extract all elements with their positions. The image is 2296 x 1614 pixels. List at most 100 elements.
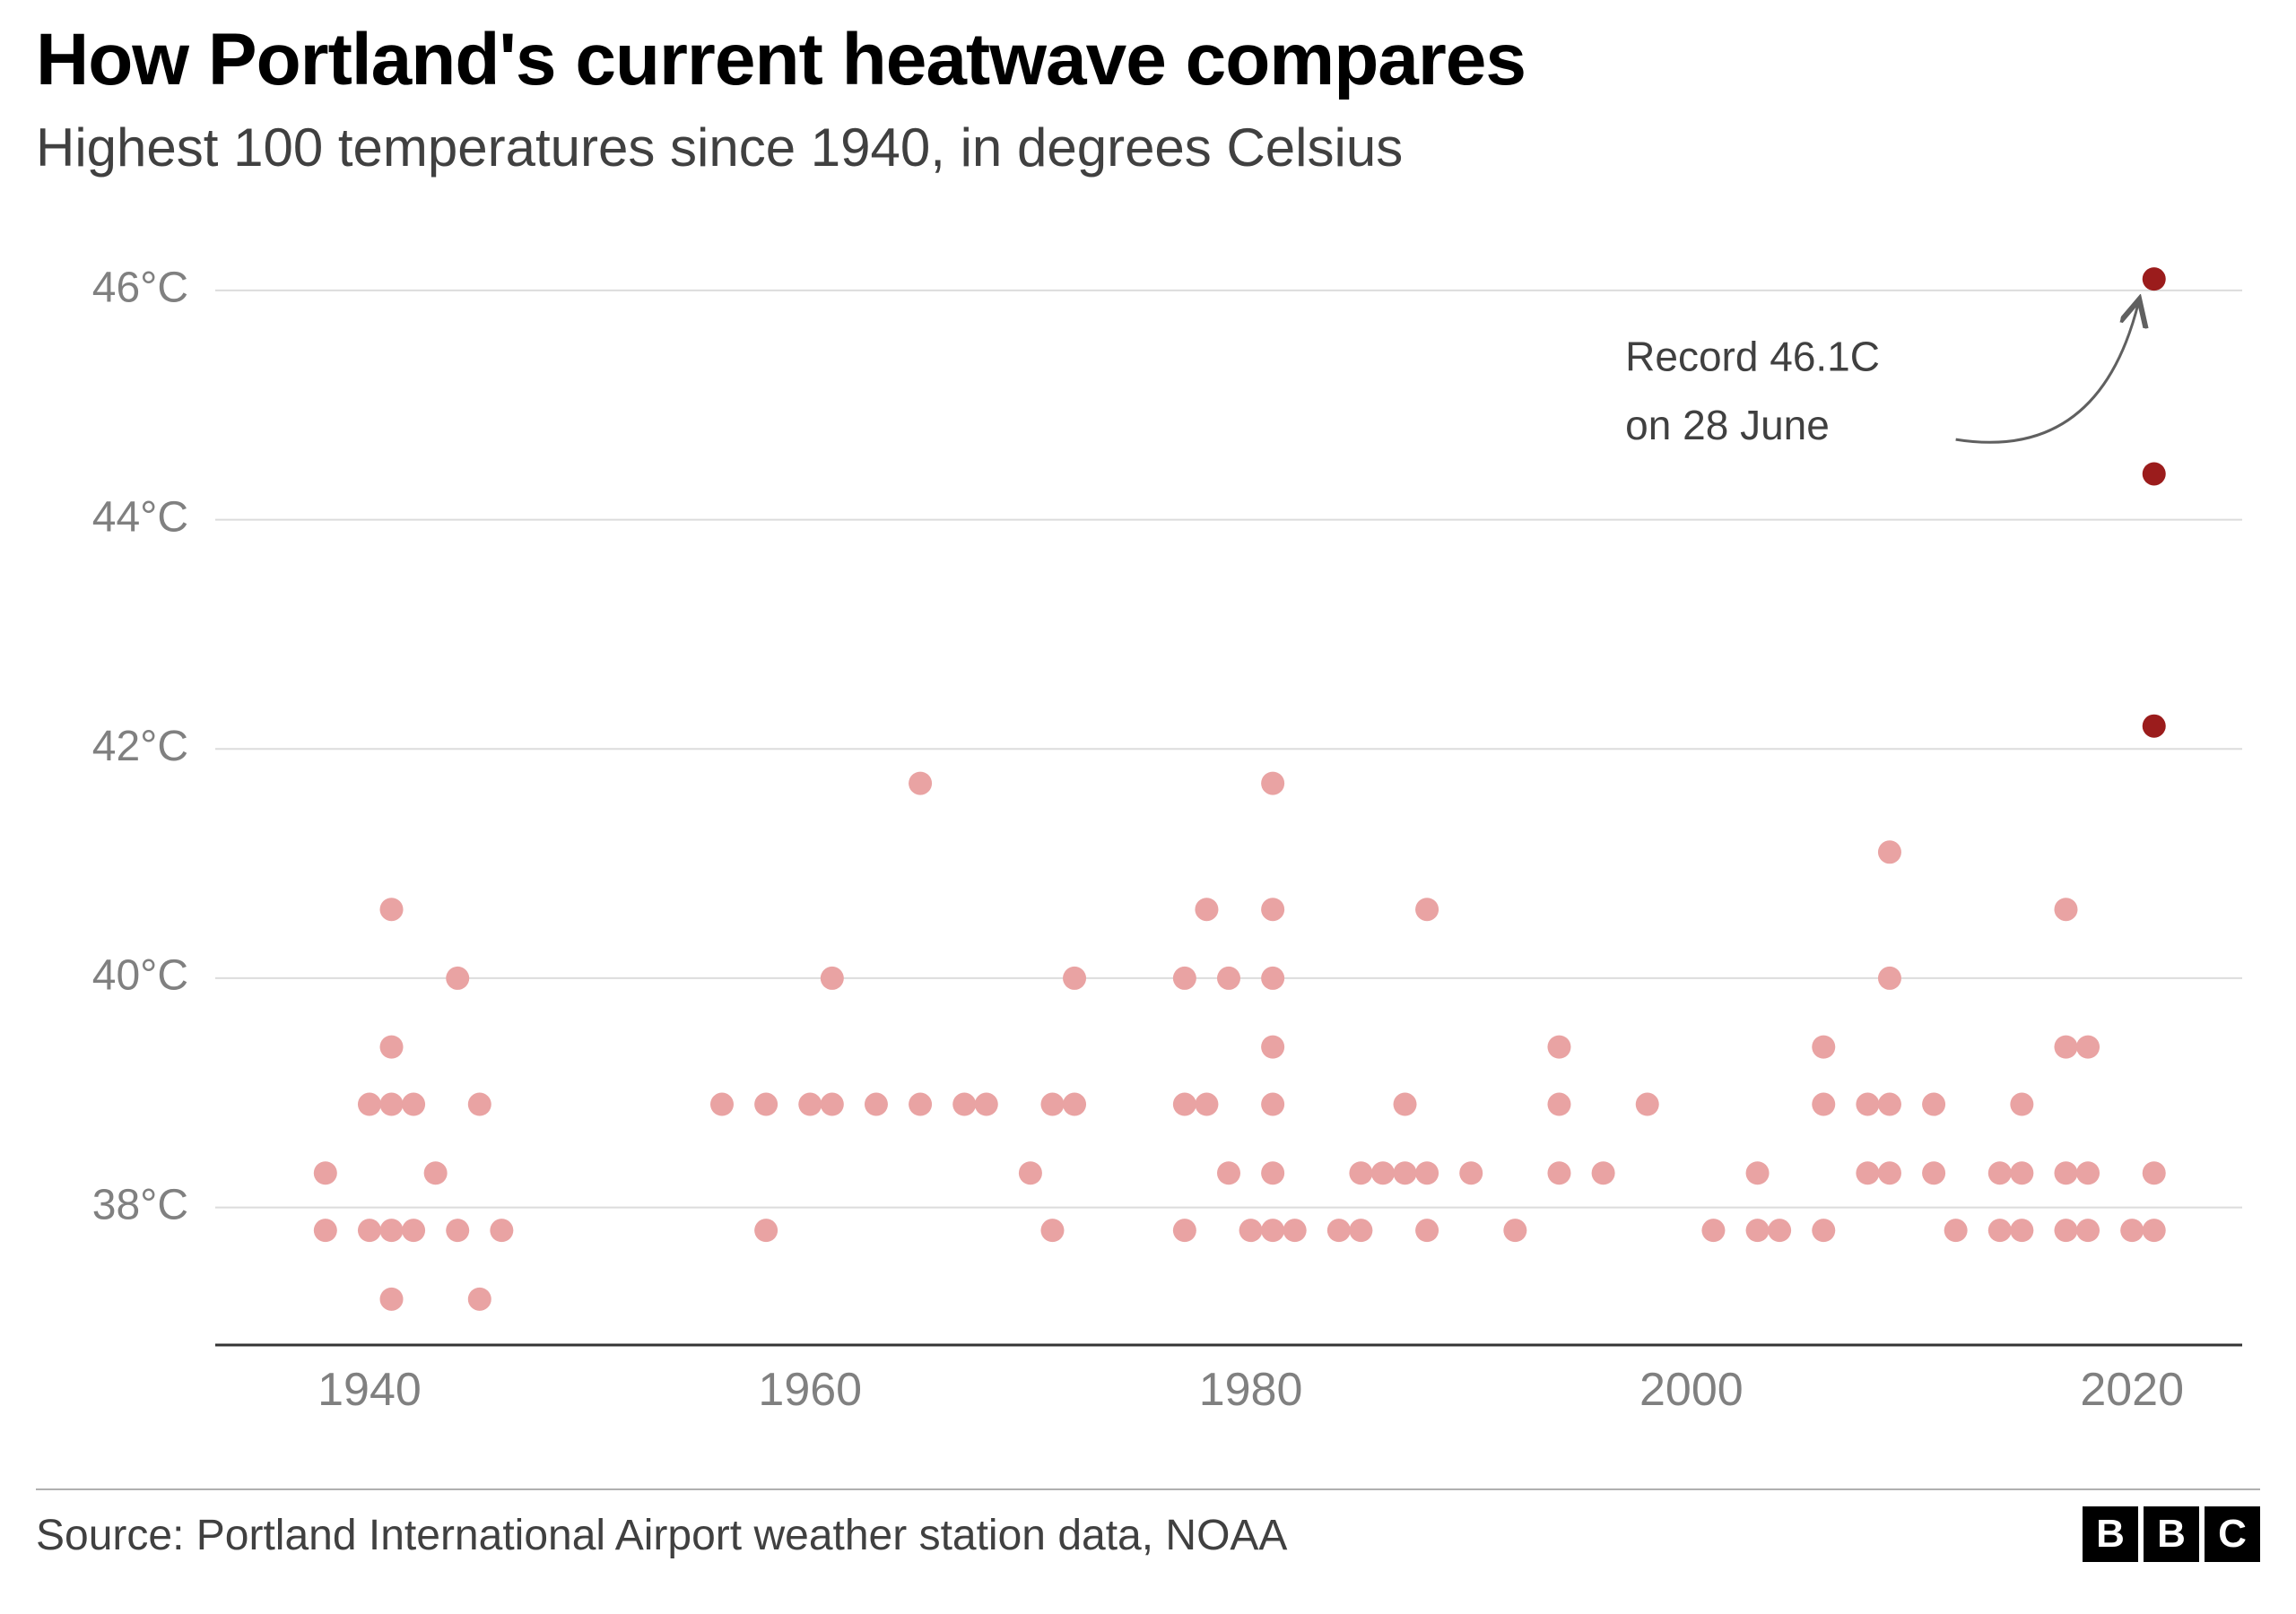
data-point (1394, 1093, 1417, 1116)
data-point (446, 1219, 469, 1242)
annotation-text: Record 46.1C (1625, 333, 1880, 379)
data-point (1988, 1161, 2012, 1184)
data-point (1812, 1036, 1835, 1059)
data-point (821, 967, 844, 990)
data-point (1701, 1219, 1725, 1242)
data-point (1944, 1219, 1968, 1242)
data-point (2076, 1036, 2100, 1059)
data-point (821, 1093, 844, 1116)
scatter-chart-svg: 38°C40°C42°C44°C46°C19401960198020002020… (36, 215, 2260, 1453)
data-point (1261, 1093, 1284, 1116)
data-point (1878, 1093, 1901, 1116)
data-point (1547, 1036, 1570, 1059)
data-point (1195, 898, 1218, 921)
bbc-logo: B B C (2083, 1506, 2260, 1562)
data-point (1547, 1093, 1570, 1116)
data-point (1812, 1219, 1835, 1242)
data-point (1856, 1093, 1879, 1116)
data-point (1988, 1219, 2012, 1242)
data-point (1040, 1093, 1064, 1116)
data-point (1922, 1161, 1945, 1184)
data-point (1261, 1036, 1284, 1059)
data-point (468, 1093, 491, 1116)
data-point (1019, 1161, 1042, 1184)
chart-plot-area: 38°C40°C42°C44°C46°C19401960198020002020… (36, 215, 2260, 1453)
x-axis-label: 1960 (758, 1364, 862, 1416)
data-point (2054, 898, 2077, 921)
data-point (380, 898, 404, 921)
data-point (710, 1093, 734, 1116)
data-point (2076, 1161, 2100, 1184)
data-point (1746, 1161, 1770, 1184)
source-text: Source: Portland International Airport w… (36, 1511, 1287, 1560)
data-point (1349, 1219, 1372, 1242)
data-point (1040, 1219, 1064, 1242)
data-point (1636, 1093, 1659, 1116)
chart-subtitle: Highest 100 temperatures since 1940, in … (36, 117, 1403, 178)
data-point (1261, 772, 1284, 795)
data-point (446, 967, 469, 990)
data-point (1327, 1219, 1351, 1242)
annotation-arrow (1956, 302, 2139, 443)
data-point (1415, 1219, 1439, 1242)
data-point (468, 1288, 491, 1311)
data-point (424, 1161, 448, 1184)
footer-divider (36, 1488, 2260, 1490)
y-axis-label: 42°C (92, 723, 188, 770)
data-point (314, 1161, 337, 1184)
data-point (909, 1093, 932, 1116)
bbc-logo-letter: B (2144, 1506, 2199, 1562)
data-point (1261, 898, 1284, 921)
data-point (1459, 1161, 1483, 1184)
highlight-point (2143, 462, 2166, 485)
data-point (952, 1093, 976, 1116)
data-point (2010, 1219, 2033, 1242)
x-axis-label: 1940 (317, 1364, 422, 1416)
data-point (2010, 1093, 2033, 1116)
data-point (358, 1093, 381, 1116)
data-point (1173, 1093, 1196, 1116)
data-point (1592, 1161, 1615, 1184)
data-point (2010, 1161, 2033, 1184)
data-point (402, 1219, 425, 1242)
data-point (2143, 1219, 2166, 1242)
annotation-text: on 28 June (1625, 402, 1830, 448)
data-point (380, 1036, 404, 1059)
data-point (1217, 967, 1240, 990)
x-axis-label: 1980 (1199, 1364, 1303, 1416)
data-point (865, 1093, 888, 1116)
y-axis-label: 38°C (92, 1181, 188, 1228)
data-point (1812, 1093, 1835, 1116)
data-point (2054, 1036, 2077, 1059)
data-point (1195, 1093, 1218, 1116)
data-point (1394, 1161, 1417, 1184)
data-point (975, 1093, 998, 1116)
data-point (1261, 1161, 1284, 1184)
data-point (1173, 967, 1196, 990)
data-point (1239, 1219, 1263, 1242)
data-point (754, 1093, 778, 1116)
y-axis-label: 40°C (92, 952, 188, 1000)
data-point (2076, 1219, 2100, 1242)
data-point (1261, 967, 1284, 990)
y-axis-label: 46°C (92, 265, 188, 312)
data-point (1547, 1161, 1570, 1184)
data-point (1371, 1161, 1395, 1184)
x-axis-label: 2020 (2080, 1364, 2184, 1416)
x-axis-label: 2000 (1639, 1364, 1744, 1416)
data-point (1878, 1161, 1901, 1184)
data-point (1217, 1161, 1240, 1184)
data-point (1063, 1093, 1086, 1116)
data-point (314, 1219, 337, 1242)
highlight-point (2143, 715, 2166, 738)
highlight-point (2143, 267, 2166, 291)
data-point (1283, 1219, 1307, 1242)
data-point (380, 1288, 404, 1311)
data-point (490, 1219, 513, 1242)
data-point (1063, 967, 1086, 990)
data-point (1415, 1161, 1439, 1184)
chart-title: How Portland's current heatwave compares (36, 18, 1526, 102)
data-point (798, 1093, 822, 1116)
bbc-logo-letter: C (2205, 1506, 2260, 1562)
data-point (1503, 1219, 1526, 1242)
